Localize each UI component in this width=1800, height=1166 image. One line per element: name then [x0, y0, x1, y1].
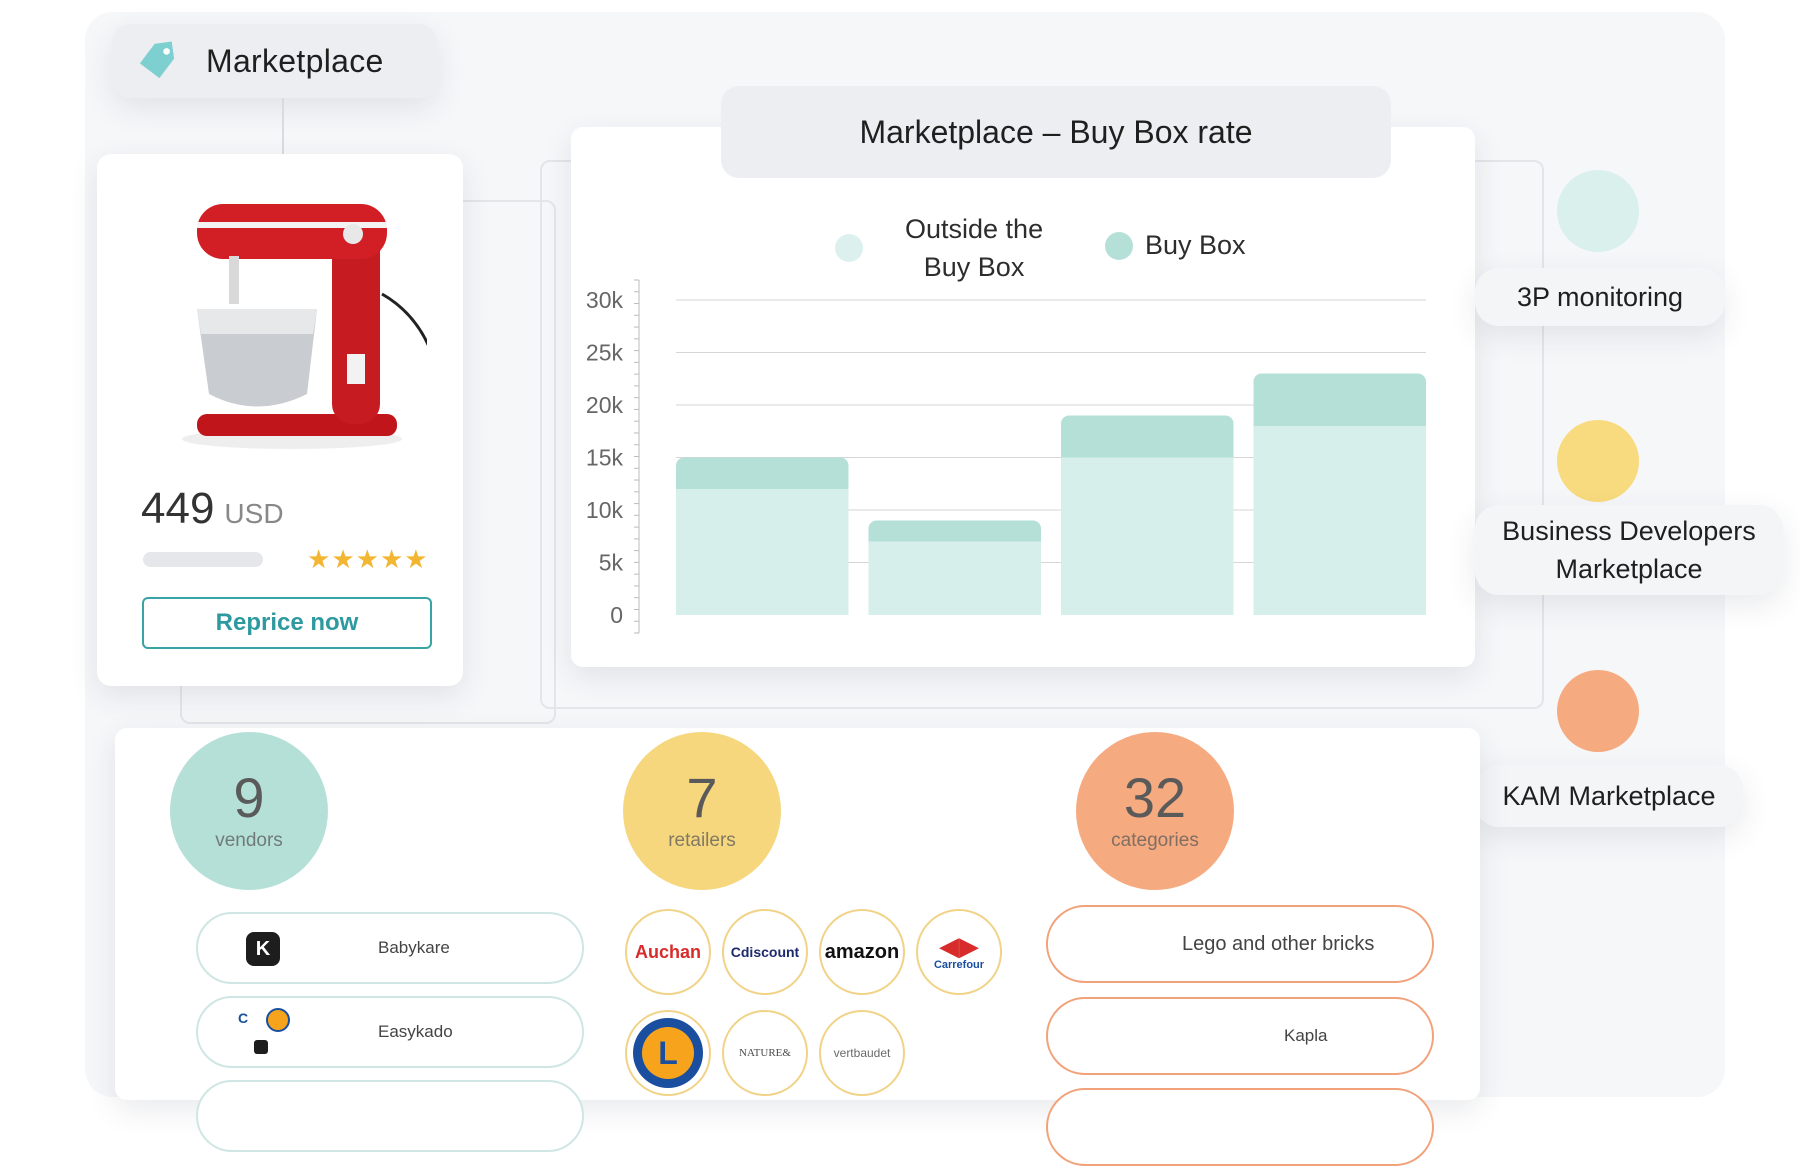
y-tick-label: 0 [610, 602, 623, 628]
cdiscount-logo: Cdiscount [730, 944, 800, 960]
bar-segment [1253, 426, 1426, 615]
y-tick-label: 5k [599, 550, 624, 576]
vendor-item-partial[interactable] [196, 1080, 584, 1152]
categories-label: categories [1111, 830, 1199, 851]
connector-line [282, 98, 284, 154]
role-business-developers: Business Developers Marketplace [1475, 505, 1783, 595]
y-tick-label: 20k [586, 392, 624, 418]
retailers-label: retailers [668, 830, 736, 851]
marketplace-title: Marketplace [206, 42, 384, 79]
vendor-item-babykare[interactable]: K Babykare [196, 912, 584, 984]
carrefour-mini-icon: C [238, 1010, 249, 1026]
price-display: 449 USD [141, 484, 284, 534]
star-icon: ★ [355, 544, 380, 574]
legend-outside-buybox: Outside the Buy Box [835, 210, 1043, 286]
retailers-count: 7 [686, 766, 718, 829]
vendors-count: 9 [233, 766, 265, 829]
star-icon: ★ [379, 544, 405, 574]
retailer-nature-decouvertes[interactable]: NATURE& [722, 1010, 808, 1096]
price-value: 449 [141, 484, 215, 533]
role-kam-marketplace: KAM Marketplace [1475, 765, 1743, 827]
role-dot-bizdev [1557, 420, 1639, 502]
vendors-stat: 9 vendors [170, 732, 328, 890]
role-bizdev-line1: Business Developers [1502, 516, 1756, 546]
bar-segment [868, 541, 1041, 615]
star-icon: ★ [331, 544, 356, 574]
reprice-now-button[interactable]: Reprice now [142, 597, 432, 649]
retailer-vertbaudet[interactable]: vertbaudet [819, 1010, 905, 1096]
leclerc-logo: L [633, 1018, 703, 1088]
categories-count: 32 [1123, 766, 1187, 829]
carrefour-logo: ◀▶ Carrefour [934, 933, 984, 971]
vendor-item-easykado[interactable]: C Easykado [196, 996, 584, 1068]
role-dot-kam [1557, 670, 1639, 752]
role-bizdev-line2: Marketplace [1555, 554, 1703, 584]
category-name: Kapla [1284, 1026, 1328, 1045]
price-currency: USD [224, 498, 284, 529]
y-tick-label: 25k [586, 340, 624, 366]
vendor-name: Easykado [378, 1022, 453, 1041]
amazon-logo: amazon [824, 940, 900, 963]
role-kam-label: KAM Marketplace [1502, 781, 1716, 811]
product-card: 449 USD ★★★★★ Reprice now [97, 154, 463, 686]
nature-decouvertes-logo: NATURE& [739, 1047, 791, 1059]
legend-dot-buybox [1105, 231, 1133, 260]
stand-mixer-image [182, 204, 427, 449]
retailer-leclerc[interactable]: L [625, 1010, 711, 1096]
star-icon: ★ [307, 544, 332, 574]
legend-dot-outside [835, 234, 863, 262]
bar-segment-fill [1061, 423, 1234, 458]
chart-title: Marketplace – Buy Box rate [721, 86, 1391, 178]
leclerc-mini-icon [266, 1008, 290, 1032]
retailer-carrefour[interactable]: ◀▶ Carrefour [916, 909, 1002, 995]
role-bizdev-label: Business Developers Marketplace [1502, 512, 1756, 588]
babykare-logo-icon: K [246, 932, 280, 966]
bar-segment-fill [868, 528, 1041, 542]
y-tick-label: 15k [586, 445, 624, 471]
price-tag-icon [139, 41, 175, 79]
leclerc-inner: L [642, 1027, 694, 1079]
placeholder-bar [143, 552, 263, 567]
retailer-cdiscount[interactable]: Cdiscount [722, 909, 808, 995]
babykare-mini-icon [254, 1040, 268, 1054]
legend-buybox-label: Buy Box [1145, 230, 1246, 260]
categories-stat: 32 categories [1076, 732, 1234, 890]
bar-segment-fill [1253, 381, 1426, 426]
category-item-lego[interactable]: Lego and other bricks [1046, 905, 1434, 983]
legend-outside-line1: Outside the [905, 214, 1044, 244]
category-item-kapla[interactable]: Kapla [1046, 997, 1434, 1075]
vendors-label: vendors [215, 830, 283, 851]
bar-segment [676, 489, 849, 615]
marketplace-header: Marketplace [112, 24, 437, 98]
rating-stars: ★★★★★ [307, 544, 429, 575]
star-icon: ★ [404, 544, 429, 574]
role-3p-monitoring: 3P monitoring [1475, 268, 1725, 326]
retailers-stat: 7 retailers [623, 732, 781, 890]
retailer-amazon[interactable]: amazon [819, 909, 905, 995]
auchan-logo: Auchan [634, 941, 701, 962]
y-tick-label: 10k [586, 497, 624, 523]
y-tick-label: 30k [586, 287, 624, 313]
vertbaudet-logo: vertbaudet [833, 1046, 891, 1060]
role-3p-label: 3P monitoring [1516, 282, 1684, 312]
retailer-auchan[interactable]: Auchan [625, 909, 711, 995]
carrefour-wordmark: Carrefour [933, 959, 985, 971]
buybox-bar-chart: 0 5k 10k 15k 20k 25k 30k [586, 279, 1426, 634]
bar-segment [1061, 457, 1234, 615]
legend-buybox: Buy Box [1105, 230, 1246, 261]
legend-outside-label: Outside the Buy Box [905, 210, 1043, 286]
role-dot-3p [1557, 170, 1639, 252]
category-name: Lego and other bricks [1182, 932, 1375, 955]
carrefour-icon: ◀▶ [939, 931, 979, 961]
bar-segment-fill [676, 465, 849, 489]
vendor-name: Babykare [378, 938, 450, 957]
legend-outside-line2: Buy Box [923, 252, 1025, 282]
